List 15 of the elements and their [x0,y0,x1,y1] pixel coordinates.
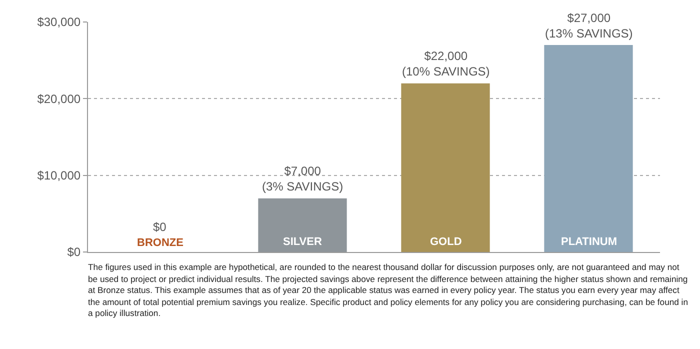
data-label: $7,000 (3% SAVINGS) [262,164,344,194]
x-tick-label: SILVER [283,236,322,248]
y-tick-label: $10,000 [37,168,81,183]
bar [544,45,633,252]
text: The figures used in this example are hypothetical, are rounded to the nearest thousand dollar for discussion purposes only, are not guaranteed and may not be used to project or predict individual results. The projected savings above represent the difference between attaining the higher status shown and remaining at Bronze status. This example assumes that as of year 20 the applicable status was earned in every policy year. The status you earn every year may affect the amount of total potential premium savings you realize. Specific product and policy elements for any policy you are considering purchasing, can be found in a policy illustration. [88,262,688,320]
y-tick-label: $20,000 [37,92,81,106]
data-label: $27,000 (13% SAVINGS) [545,11,633,41]
y-tick-label: $30,000 [37,15,81,30]
x-tick-label: PLATINUM [561,236,618,248]
y-tick-label: $0 [67,245,81,260]
x-tick-label: BRONZE [137,237,184,249]
bar [401,83,490,252]
x-tick-label: GOLD [430,236,462,248]
data-label: $22,000 (10% SAVINGS) [402,49,490,79]
data-label: $0 [153,220,167,234]
